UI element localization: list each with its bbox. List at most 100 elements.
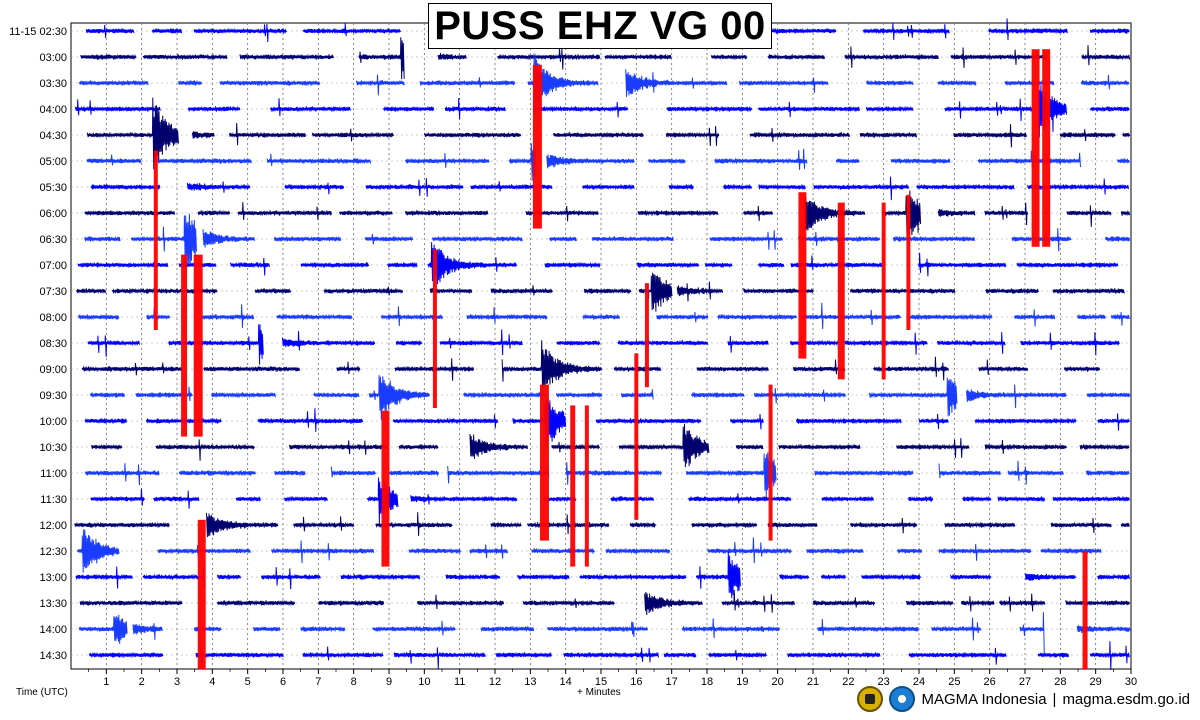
x-axis: 1 2 3 4 5 6 7 8 9 10 11 12 13 14 15 16 17 18 19 20 21 22 23 24 2… xyxy=(88,669,1137,688)
x-tick-label: 11 xyxy=(454,676,465,688)
row-label: 05:30 xyxy=(39,182,67,194)
trace-row xyxy=(78,612,1131,656)
x-tick-label: 29 xyxy=(1090,676,1102,688)
x-tick-label: 4 xyxy=(209,676,215,688)
x-tick-label: 17 xyxy=(666,676,678,688)
row-label: 13:30 xyxy=(39,598,67,610)
clipped-marker xyxy=(1082,551,1088,669)
trace-row xyxy=(74,512,1130,538)
x-tick-label: 19 xyxy=(736,676,748,688)
clipped-marker xyxy=(432,249,437,408)
chart-title: PUSS EHZ VG 00 xyxy=(434,3,766,48)
x-tick-label: 10 xyxy=(418,676,430,688)
x-tick-label: 16 xyxy=(630,676,642,688)
row-label: 09:30 xyxy=(39,390,67,402)
x-tick-label: 23 xyxy=(878,676,890,688)
clipped-marker xyxy=(532,64,542,229)
magma-logo-icon xyxy=(889,686,916,712)
x-tick-label: 22 xyxy=(842,676,854,688)
footer-url[interactable]: magma.esdm.go.id xyxy=(1062,690,1190,708)
trace-row xyxy=(76,529,1102,573)
row-label: 13:00 xyxy=(39,572,67,584)
x-tick-label: 21 xyxy=(807,676,819,688)
row-label: 04:30 xyxy=(39,130,67,142)
x-tick-label: 24 xyxy=(913,676,925,688)
x-tick-label: 1 xyxy=(103,676,109,688)
x-tick-label: 18 xyxy=(701,676,713,688)
grid xyxy=(70,22,1132,670)
x-tick-label: 3 xyxy=(174,676,180,688)
row-label: 05:00 xyxy=(39,156,67,168)
trace-row xyxy=(75,551,1130,599)
clipped-marker xyxy=(644,283,649,388)
row-label: 08:30 xyxy=(39,338,67,350)
clipped-marker xyxy=(798,192,807,359)
trace-row xyxy=(77,302,1130,330)
x-tick-label: 14 xyxy=(560,676,572,688)
clipped-marker xyxy=(881,202,886,380)
trace-row xyxy=(90,176,1130,201)
clipped-marker xyxy=(570,405,576,567)
trace-row xyxy=(84,190,1131,237)
trace-row xyxy=(86,97,1131,170)
row-label: 06:00 xyxy=(39,208,67,220)
row-label: 08:00 xyxy=(39,312,67,324)
clipped-marker xyxy=(1042,49,1051,247)
row-label: 10:00 xyxy=(39,416,67,428)
y-axis-label: Time (UTC) xyxy=(16,687,68,698)
x-tick-label: 13 xyxy=(524,676,536,688)
x-tick-label: 6 xyxy=(280,676,286,688)
trace-row xyxy=(84,452,1130,498)
row-labels: 11-15 02:30 03:00 03:30 04:00 04:30 05:00 05:3… xyxy=(9,26,67,662)
x-tick-label: 9 xyxy=(386,676,392,688)
x-tick-label: 7 xyxy=(315,676,321,688)
x-tick-label: 2 xyxy=(139,676,145,688)
trace-row xyxy=(78,53,1130,116)
row-label: 11-15 02:30 xyxy=(9,26,67,38)
trace-row xyxy=(80,37,1131,80)
x-tick-label: 20 xyxy=(772,676,784,688)
row-label: 14:30 xyxy=(39,650,67,662)
row-label: 06:30 xyxy=(39,234,67,246)
x-tick-label: 26 xyxy=(984,676,996,688)
row-label: 04:00 xyxy=(39,104,67,116)
trace-row xyxy=(91,423,1130,468)
trace-row xyxy=(86,143,1130,181)
clipped-marker xyxy=(153,150,158,330)
clipped-markers xyxy=(153,49,1088,669)
chart-title-box: PUSS EHZ VG 00 xyxy=(428,3,772,49)
row-label: 11:30 xyxy=(40,494,67,506)
seismic-traces xyxy=(74,18,1131,671)
clipped-marker xyxy=(768,384,773,541)
trace-row xyxy=(90,477,1130,524)
row-label: 03:30 xyxy=(39,78,67,90)
x-axis-label: + Minutes xyxy=(577,687,621,698)
row-label: 14:00 xyxy=(39,624,67,636)
row-label: 12:30 xyxy=(39,546,67,558)
clipped-marker xyxy=(197,519,206,669)
row-label: 10:30 xyxy=(39,442,67,454)
trace-row xyxy=(75,272,1125,312)
trace-row xyxy=(89,375,1131,420)
clipped-marker xyxy=(193,254,203,437)
row-label: 11:00 xyxy=(40,468,67,480)
x-tick-label: 5 xyxy=(245,676,251,688)
x-tick-label: 30 xyxy=(1125,676,1137,688)
clipped-marker xyxy=(584,405,589,567)
clipped-marker xyxy=(1031,49,1040,247)
footer-brand: MAGMA Indonesia xyxy=(921,690,1047,708)
x-tick-label: 15 xyxy=(595,676,607,688)
x-tick-label: 8 xyxy=(351,676,357,688)
trace-row xyxy=(84,398,1131,445)
x-tick-label: 12 xyxy=(489,676,501,688)
trace-row xyxy=(84,213,1131,274)
clipped-marker xyxy=(381,410,390,567)
clipped-marker xyxy=(539,384,549,541)
trace-row xyxy=(87,324,1120,365)
row-label: 09:00 xyxy=(39,364,67,376)
clipped-marker xyxy=(906,194,911,330)
row-label: 03:00 xyxy=(39,52,67,64)
trace-row xyxy=(79,589,1131,616)
row-label: 07:30 xyxy=(39,286,67,298)
row-label: 12:00 xyxy=(39,520,67,532)
